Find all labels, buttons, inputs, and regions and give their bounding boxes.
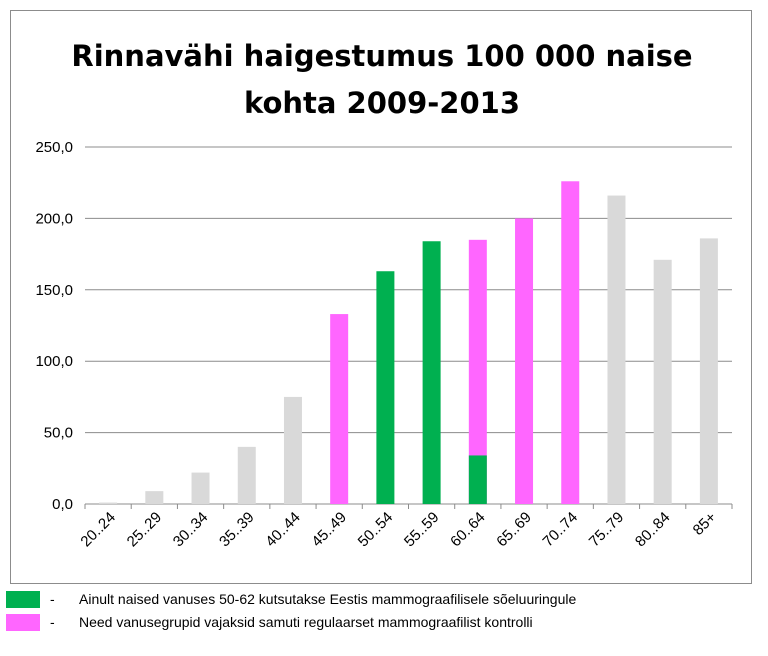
bar-80-84 (653, 259, 672, 504)
bar-85- (699, 238, 718, 504)
bar-40-44 (283, 396, 302, 504)
bar-25-29 (145, 491, 164, 504)
bar-20-24 (99, 502, 118, 504)
legend-swatch-green (6, 591, 40, 608)
x-tick-label: 40..44 (262, 509, 304, 551)
y-tick-label: 250,0 (35, 139, 73, 156)
bar-35-39 (237, 446, 256, 504)
legend-dash: - (50, 591, 55, 607)
bar-75-79 (607, 195, 626, 504)
x-tick-label: 45..49 (308, 509, 350, 551)
x-tick-label: 70..74 (540, 509, 582, 551)
x-tick-label: 55..59 (401, 509, 443, 551)
x-tick-label: 60..64 (447, 509, 489, 551)
y-tick-label: 150,0 (35, 282, 73, 299)
bar-30-34 (191, 472, 210, 504)
x-tick-label: 50..54 (355, 509, 397, 551)
x-tick-label: 75..79 (586, 509, 628, 551)
x-tick-label: 35..39 (216, 509, 258, 551)
chart-title: Rinnavähi haigestumus 100 000 naise koht… (11, 33, 753, 127)
legend-text-green: Ainult naised vanuses 50-62 kutsutakse E… (79, 591, 577, 607)
chart-title-line-1: Rinnavähi haigestumus 100 000 naise (71, 39, 693, 73)
chart-title-line-2: kohta 2009-2013 (243, 86, 521, 120)
x-tick-label: 85+ (690, 509, 720, 539)
bar-overlay-60-64 (468, 455, 487, 504)
bar-70-74 (561, 181, 580, 504)
bar-50-54 (376, 271, 395, 504)
chart-frame: Rinnavähi haigestumus 100 000 naise koht… (10, 10, 752, 584)
legend-text-pink: Need vanusegrupid vajaksid samuti regula… (79, 614, 533, 630)
y-tick-label: 200,0 (35, 210, 73, 227)
x-tick-label: 80..84 (632, 509, 674, 551)
legend: - Ainult naised vanuses 50-62 kutsutakse… (0, 588, 768, 652)
bar-60-64 (468, 239, 487, 504)
y-tick-label: 0,0 (52, 496, 73, 513)
y-tick-label: 100,0 (35, 353, 73, 370)
bar-55-59 (422, 241, 441, 505)
legend-dash: - (50, 614, 55, 630)
x-tick-label: 20..24 (77, 509, 119, 551)
legend-swatch-pink (6, 614, 40, 631)
x-tick-label: 25..29 (124, 509, 166, 551)
y-tick-label: 50,0 (44, 425, 73, 442)
x-tick-label: 65..69 (493, 509, 535, 551)
x-tick-label: 30..34 (170, 509, 212, 551)
bar-65-69 (515, 218, 534, 504)
bar-45-49 (330, 314, 349, 504)
